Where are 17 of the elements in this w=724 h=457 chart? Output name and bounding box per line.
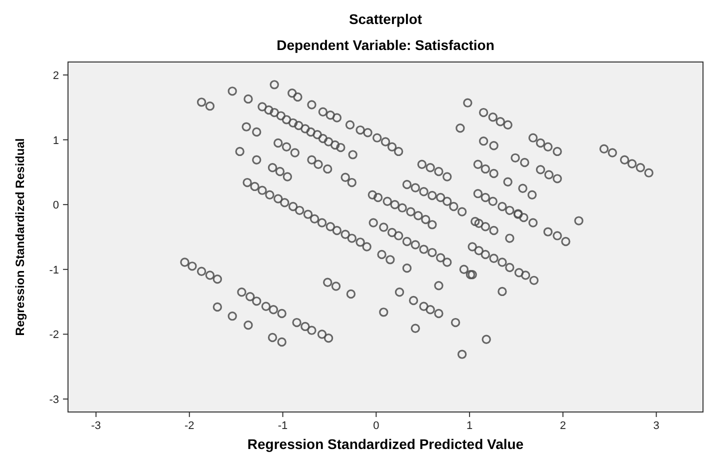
x-tick-label: 1 (466, 420, 473, 432)
y-tick-label: -3 (49, 394, 59, 406)
y-axis-title: Regression Standardized Residual (13, 138, 27, 336)
chart-title: Scatterplot (348, 11, 422, 27)
x-axis-title: Regression Standardized Predicted Value (247, 436, 524, 452)
y-tick-label: 1 (52, 134, 59, 147)
x-tick-label: 3 (653, 420, 660, 432)
y-tick-label: -2 (49, 329, 59, 342)
x-tick-label: -2 (184, 420, 194, 432)
chart-subtitle: Dependent Variable: Satisfaction (276, 37, 494, 53)
x-tick-label: -1 (278, 420, 288, 432)
x-tick-label: -3 (91, 420, 101, 432)
x-tick-label: 2 (560, 420, 566, 432)
y-tick-label: 2 (52, 70, 59, 82)
x-tick-label: 0 (373, 420, 380, 432)
y-tick-label: -1 (49, 264, 59, 276)
y-tick-label: 0 (52, 200, 59, 212)
